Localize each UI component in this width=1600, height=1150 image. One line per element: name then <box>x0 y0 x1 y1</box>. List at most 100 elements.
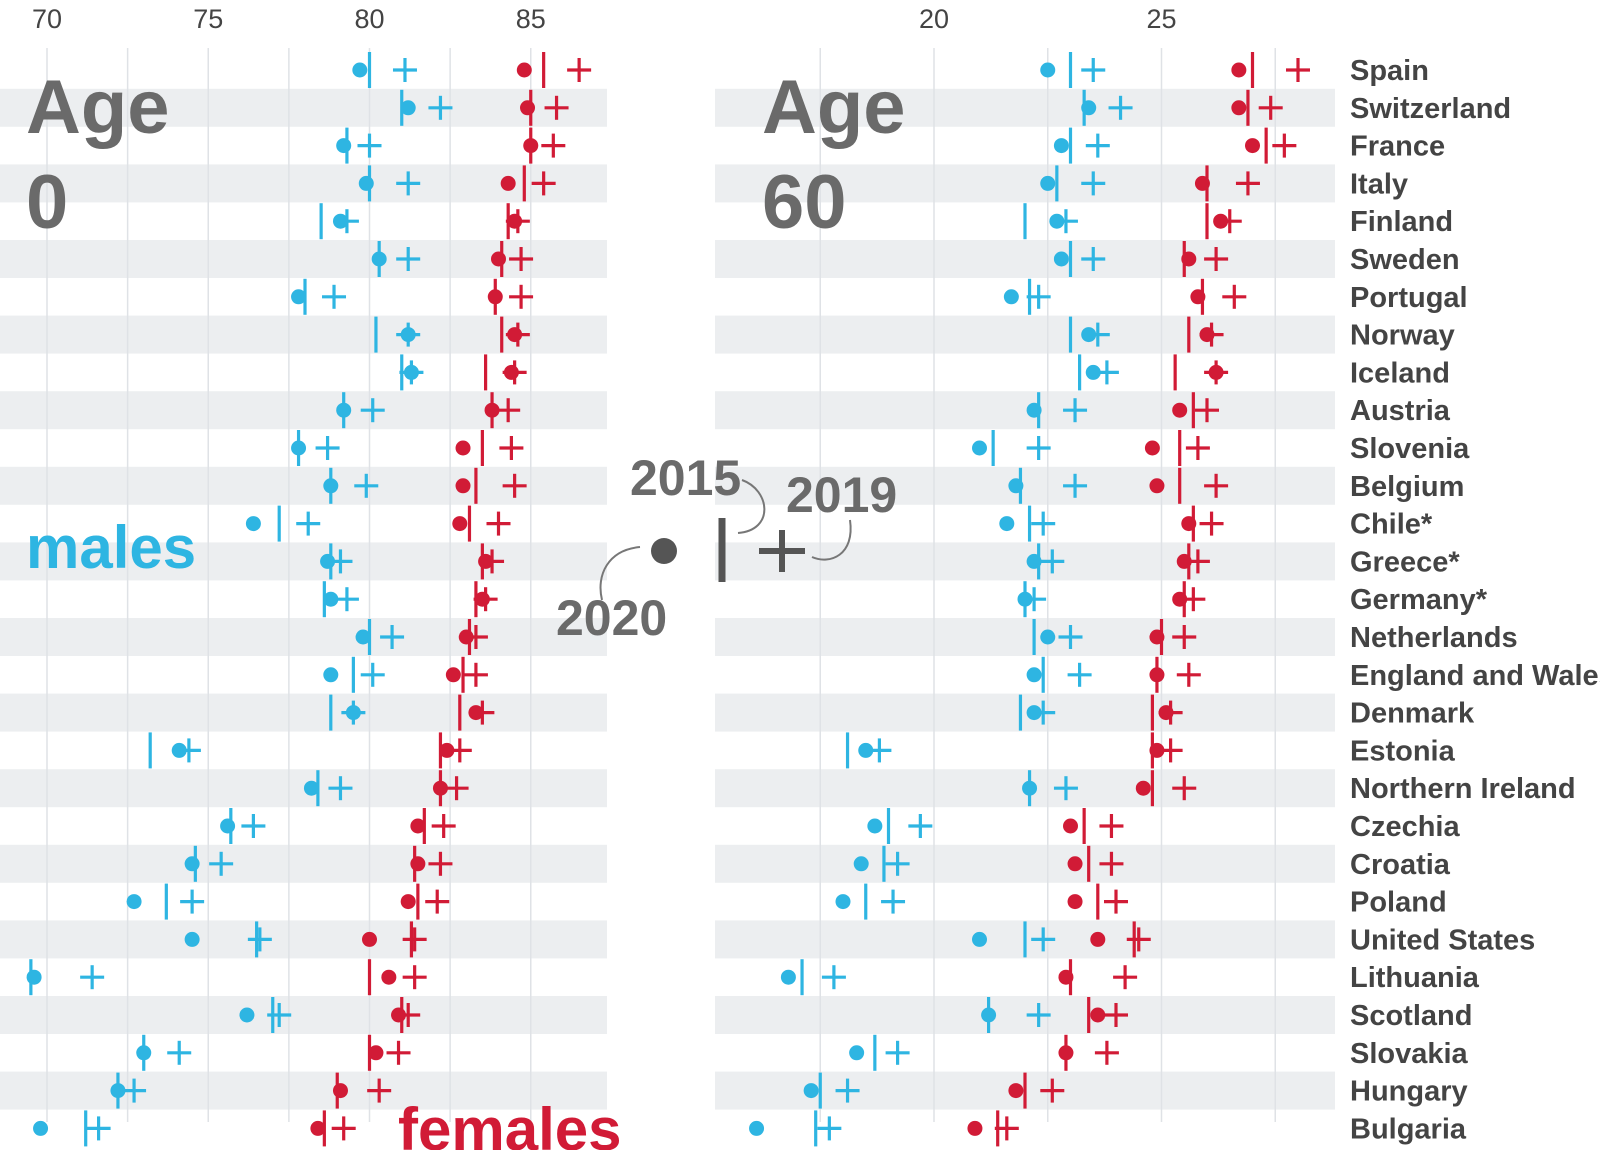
mark-2019-p1-females-15 <box>1172 625 1197 649</box>
mark-2019-p1-females-2 <box>1272 133 1297 158</box>
males-label: males <box>26 514 196 581</box>
row-band-0-17 <box>0 693 607 732</box>
mark-2020-p0-females-2 <box>523 138 539 154</box>
mark-2020-p0-females-10 <box>455 440 471 456</box>
mark-2019-p1-males-5 <box>1081 247 1106 271</box>
mark-2020-p0-males-11 <box>323 478 339 494</box>
mark-2019-p1-males-9 <box>1063 398 1088 423</box>
mark-2019-p1-males-0 <box>1081 58 1106 82</box>
mark-2020-p0-males-27 <box>110 1083 126 1099</box>
mark-2019-p0-females-23 <box>402 927 427 952</box>
mark-2020-p1-males-26 <box>849 1045 865 1061</box>
mark-2019-p1-females-27 <box>1040 1078 1065 1103</box>
country-label: Slovakia <box>1350 1038 1469 1070</box>
mark-2019-p1-males-23 <box>1031 927 1056 952</box>
mark-2019-p0-females-16 <box>463 662 488 687</box>
mark-2019-p0-males-19 <box>328 776 353 801</box>
row-band-0-15 <box>0 618 607 656</box>
mark-2020-p1-females-22 <box>1067 894 1083 910</box>
mark-2020-p0-males-24 <box>26 969 42 985</box>
mark-2020-p1-males-18 <box>858 742 874 758</box>
mark-2020-p1-males-4 <box>1049 213 1065 229</box>
country-label: Slovenia <box>1350 433 1470 465</box>
mark-2020-p0-males-10 <box>291 440 307 456</box>
mark-2019-p0-females-24 <box>402 965 427 990</box>
country-label: Lithuania <box>1350 962 1480 994</box>
mark-2019-p1-females-5 <box>1204 247 1229 271</box>
mark-2019-p0-males-12 <box>296 511 321 536</box>
mark-2020-p1-females-27 <box>1008 1083 1024 1099</box>
mark-2020-p1-males-13 <box>1026 553 1042 569</box>
tick-label-1-25: 25 <box>1146 4 1176 34</box>
mark-2020-p1-females-14 <box>1172 591 1188 607</box>
mark-2020-p1-females-0 <box>1231 62 1247 78</box>
mark-2020-p0-females-8 <box>503 364 519 380</box>
mark-2019-p0-males-1 <box>428 95 453 120</box>
mark-2020-p0-females-28 <box>310 1120 326 1136</box>
mark-2020-p0-males-2 <box>336 138 352 154</box>
mark-2020-p1-females-21 <box>1067 856 1083 872</box>
mark-2019-p1-males-21 <box>885 851 910 876</box>
mark-2020-p1-males-6 <box>1003 289 1019 305</box>
country-label: Northern Ireland <box>1350 773 1576 805</box>
mark-2019-p1-males-2 <box>1085 133 1110 158</box>
mark-2020-p1-females-9 <box>1172 402 1188 418</box>
mark-2020-p1-females-19 <box>1135 780 1151 796</box>
mark-2019-p1-females-28 <box>994 1116 1019 1141</box>
mark-2020-p0-males-0 <box>352 62 368 78</box>
mark-2020-p0-males-1 <box>400 100 416 116</box>
row-band-0-23 <box>0 920 607 959</box>
panel-age0-title-line1: Age <box>26 65 170 150</box>
mark-2020-p1-females-2 <box>1245 138 1260 154</box>
mark-2019-p0-females-5 <box>509 247 534 271</box>
mark-2019-p0-males-21 <box>209 851 234 876</box>
mark-2020-p0-females-4 <box>507 213 523 229</box>
country-label: Bulgaria <box>1350 1113 1467 1145</box>
mark-2019-p1-males-28 <box>817 1116 842 1141</box>
mark-2020-p0-females-26 <box>368 1045 384 1061</box>
mark-2020-p1-females-11 <box>1149 478 1165 494</box>
mark-2019-p1-males-20 <box>908 814 933 838</box>
mark-2019-p0-males-0 <box>392 58 417 82</box>
mark-2019-p1-males-24 <box>821 965 846 990</box>
mark-2020-p1-males-15 <box>1040 629 1056 645</box>
mark-2019-p1-females-9 <box>1195 398 1219 423</box>
legend-2015-label: 2015 <box>630 450 741 506</box>
mark-2020-p1-females-24 <box>1058 969 1074 985</box>
mark-2020-p1-females-5 <box>1181 251 1197 267</box>
panel-age0-title-line2: 0 <box>26 160 68 245</box>
mark-2020-p0-males-14 <box>323 591 339 607</box>
row-band-1-15 <box>715 618 1335 656</box>
country-label: Czechia <box>1350 811 1460 843</box>
mark-2020-p1-females-25 <box>1090 1007 1106 1023</box>
country-label: Austria <box>1350 395 1451 427</box>
country-label: Hungary <box>1350 1076 1468 1108</box>
mark-2019-p1-males-16 <box>1067 662 1092 687</box>
mark-2020-p1-females-1 <box>1231 100 1247 116</box>
mark-2019-p0-males-11 <box>354 473 379 498</box>
mark-2020-p0-females-14 <box>474 591 490 607</box>
legend-2019-connector <box>811 519 852 561</box>
gridlines <box>46 48 1276 1122</box>
row-band-0-7 <box>0 315 607 354</box>
mark-2020-p1-males-19 <box>1022 780 1038 796</box>
mark-2020-p1-females-3 <box>1194 175 1210 191</box>
mark-2020-p0-females-9 <box>484 402 500 418</box>
mark-2020-p1-females-17 <box>1158 705 1174 721</box>
row-band-0-1 <box>0 88 607 127</box>
mark-2019-p0-males-27 <box>122 1078 147 1103</box>
panel-age60-title-line2: 60 <box>762 160 847 245</box>
tick-label-0-75: 75 <box>193 4 223 34</box>
mark-2020-p1-males-27 <box>803 1083 819 1099</box>
mark-2020-p0-males-9 <box>336 402 352 418</box>
mark-2019-p0-males-25 <box>267 1003 292 1027</box>
mark-2019-p1-males-13 <box>1040 549 1065 574</box>
data-marks <box>26 52 1310 1147</box>
mark-2020-p0-males-25 <box>239 1007 255 1023</box>
mark-2019-p1-males-1 <box>1108 95 1133 120</box>
mark-2020-p0-females-1 <box>520 100 536 116</box>
mark-2020-p1-males-8 <box>1085 364 1101 380</box>
tick-label-0-85: 85 <box>516 4 546 34</box>
row-band-1-13 <box>715 542 1335 581</box>
mark-2020-p0-females-0 <box>516 62 532 78</box>
